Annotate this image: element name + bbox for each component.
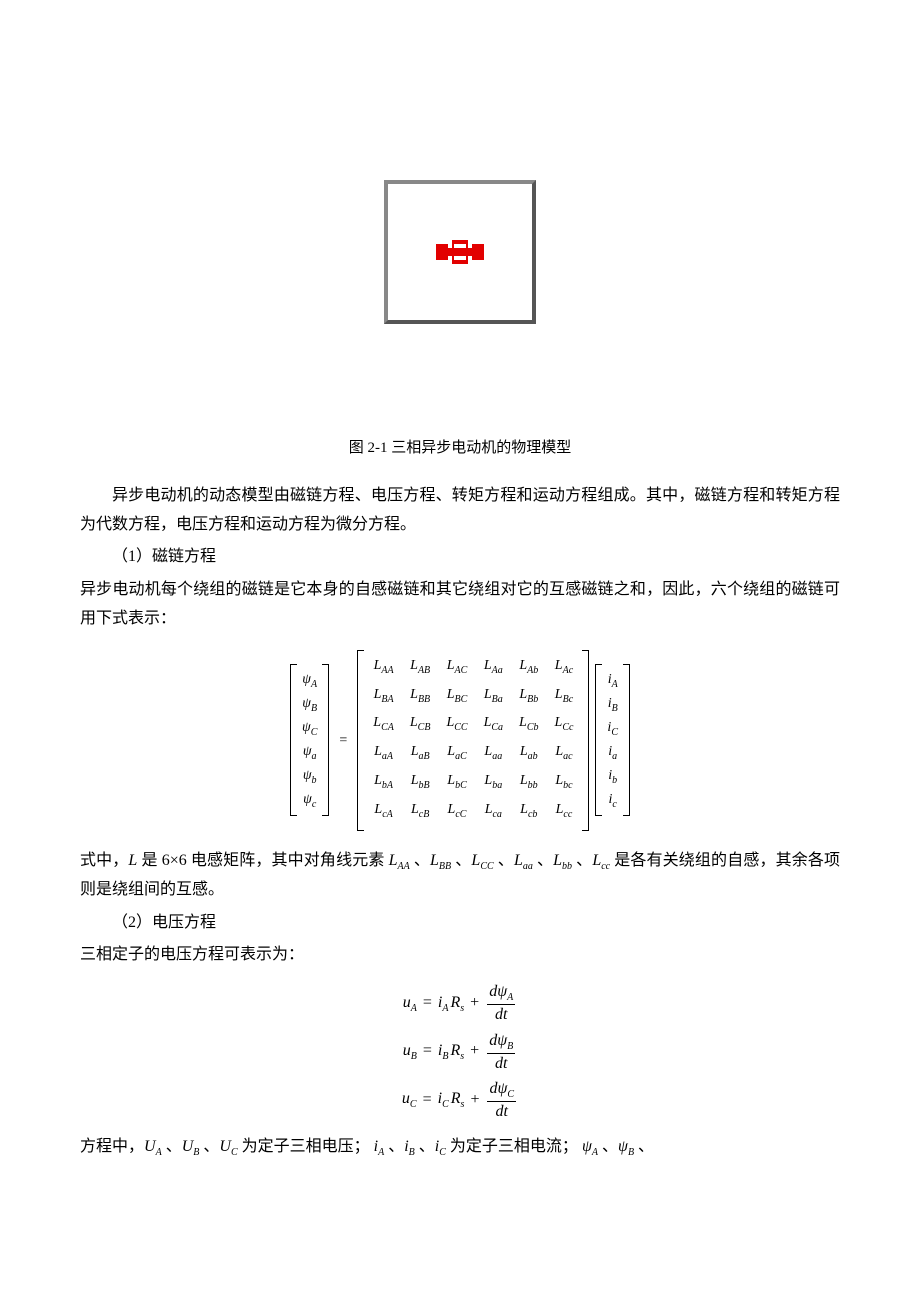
paragraph-after-voltage: 方程中，UA 、UB 、UC 为定子三相电压； iA 、iB 、iC 为定子三相… <box>80 1133 840 1162</box>
paragraph-intro: 异步电动机的动态模型由磁链方程、电压方程、转矩方程和运动方程组成。其中，磁链方程… <box>80 482 840 540</box>
figure-image-placeholder <box>80 180 840 335</box>
paragraph-flux-desc: 异步电动机每个绕组的磁链是它本身的自感磁链和其它绕组对它的互感磁链之和，因此，六… <box>80 576 840 634</box>
voltage-equations: uA = iARs + dψAdtuB = iBRs + dψBdtuC = i… <box>80 982 840 1121</box>
psi-vector: ψAψBψCψaψbψc <box>290 664 329 816</box>
broken-image-icon <box>430 230 490 274</box>
paragraph-voltage-desc: 三相定子的电压方程可表示为： <box>80 941 840 970</box>
paragraph-voltage-header: （2）电压方程 <box>80 909 840 938</box>
current-vector: iAiBiCiaibic <box>595 664 630 816</box>
paragraph-after-matrix: 式中，L 是 6×6 电感矩阵，其中对角线元素 LAA 、LBB 、LCC 、L… <box>80 847 840 905</box>
paragraph-flux-header: （1）磁链方程 <box>80 543 840 572</box>
figure-caption: 图 2-1 三相异步电动机的物理模型 <box>80 435 840 462</box>
flux-matrix-equation: ψAψBψCψaψbψc = LAALABLACLAaLAbLAcLBALBBL… <box>80 650 840 831</box>
broken-image-box <box>384 180 536 324</box>
inductance-matrix: LAALABLACLAaLAbLAcLBALBBLBCLBaLBbLBcLCAL… <box>357 650 589 831</box>
